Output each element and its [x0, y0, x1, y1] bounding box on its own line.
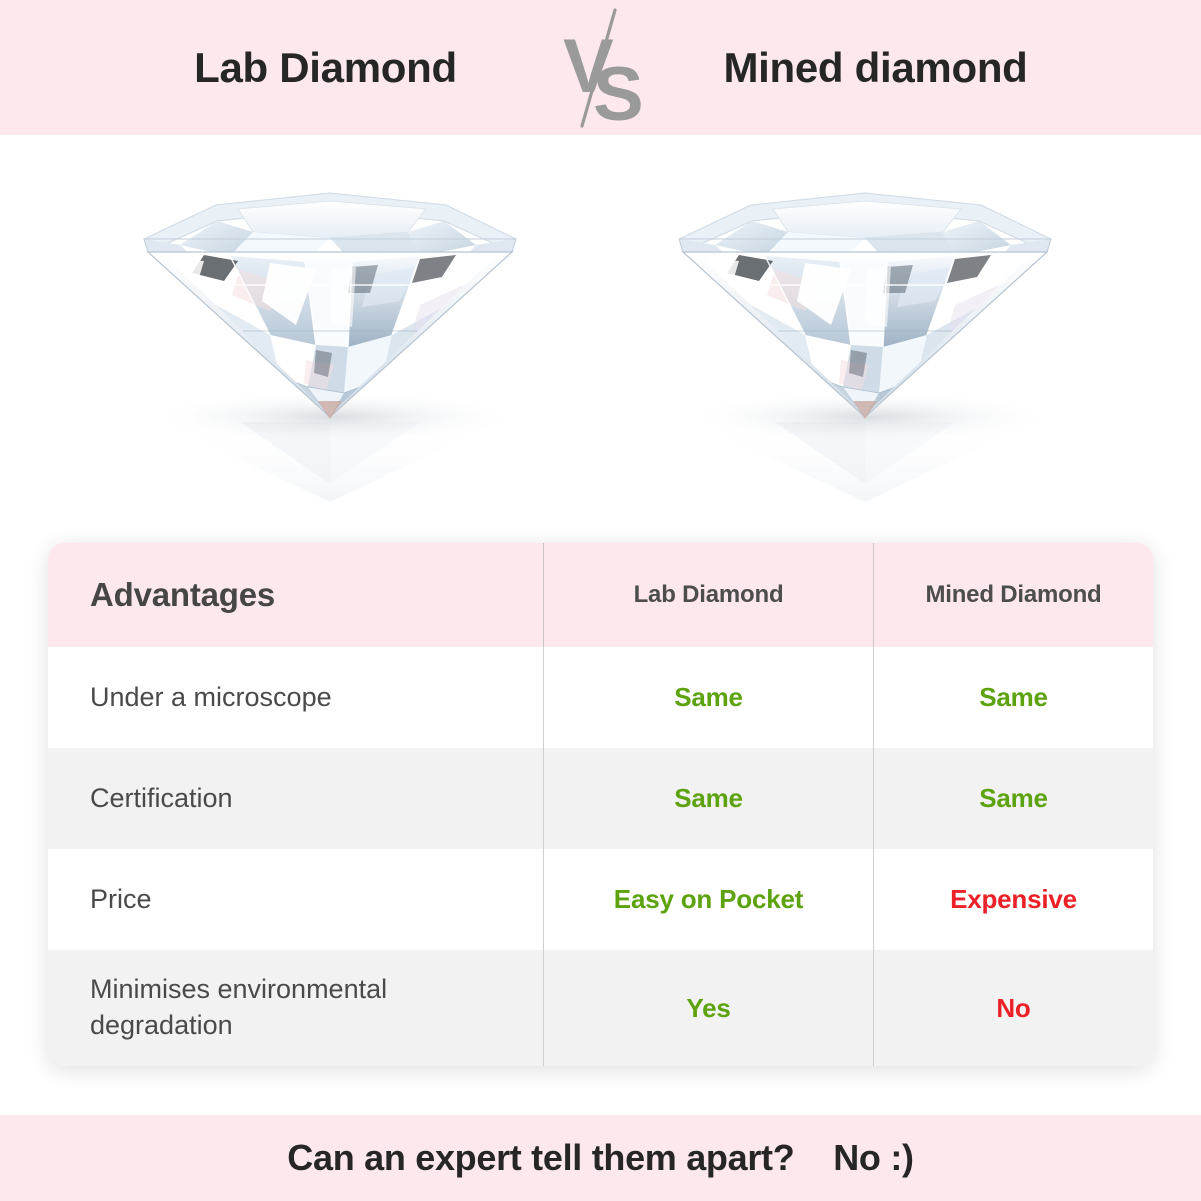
row-lab-value: Same: [674, 783, 743, 813]
row-feature-cell: Minimises environmental degradation: [48, 950, 543, 1066]
vs-icon: V S: [563, 8, 644, 135]
footer-band: Can an expert tell them apart? No :): [0, 1115, 1201, 1201]
svg-text:S: S: [593, 52, 644, 135]
diamond-stage: [0, 135, 1201, 535]
row-lab-value: Easy on Pocket: [613, 884, 804, 914]
header-band: Lab Diamond V S Mined diamond: [0, 0, 1201, 135]
table-row: Minimises environmental degradation Yes …: [48, 950, 1153, 1066]
table-row: Under a microscope Same Same: [48, 647, 1153, 748]
row-lab-cell: Same: [543, 748, 873, 849]
row-feature-label: Certification: [90, 782, 233, 813]
column-header-mined: Mined Diamond: [873, 543, 1153, 647]
header-title-mined: Mined diamond: [723, 43, 1028, 91]
row-mined-cell: Same: [873, 647, 1153, 748]
row-feature-label: Price: [90, 883, 152, 914]
lab-diamond-image: [143, 192, 524, 502]
mined-diamond-image: [678, 192, 1059, 502]
column-header-advantages: Advantages: [48, 543, 543, 647]
row-mined-cell: No: [873, 950, 1153, 1066]
table-row: Certification Same Same: [48, 748, 1153, 849]
column-header-advantages-label: Advantages: [90, 576, 276, 613]
row-mined-cell: Same: [873, 748, 1153, 849]
header-title-lab: Lab Diamond: [194, 43, 457, 91]
column-header-mined-label: Mined Diamond: [925, 581, 1102, 608]
row-lab-cell: Same: [543, 647, 873, 748]
row-feature-label: Under a microscope: [90, 681, 332, 712]
row-mined-value: Same: [979, 783, 1048, 813]
row-mined-cell: Expensive: [873, 849, 1153, 950]
row-feature-cell: Certification: [48, 748, 543, 849]
row-lab-cell: Easy on Pocket: [543, 849, 873, 950]
row-mined-value: Expensive: [950, 884, 1077, 914]
footer-text: Can an expert tell them apart? No :): [287, 1137, 914, 1178]
row-lab-value: Same: [674, 682, 743, 712]
table-row: Price Easy on Pocket Expensive: [48, 849, 1153, 950]
column-header-lab: Lab Diamond: [543, 543, 873, 647]
column-header-lab-label: Lab Diamond: [633, 581, 784, 608]
comparison-table-card: Advantages Lab Diamond Mined Diamond Und…: [48, 543, 1153, 1066]
row-lab-cell: Yes: [543, 950, 873, 1066]
vs-divider: V S: [541, 0, 661, 135]
row-lab-value: Yes: [686, 992, 731, 1023]
row-mined-value: Same: [979, 682, 1048, 712]
table-header-row: Advantages Lab Diamond Mined Diamond: [48, 543, 1153, 647]
row-feature-cell: Price: [48, 849, 543, 950]
row-feature-cell: Under a microscope: [48, 647, 543, 748]
row-feature-label: Minimises environmental degradation: [90, 974, 388, 1040]
row-mined-value: No: [996, 992, 1031, 1023]
